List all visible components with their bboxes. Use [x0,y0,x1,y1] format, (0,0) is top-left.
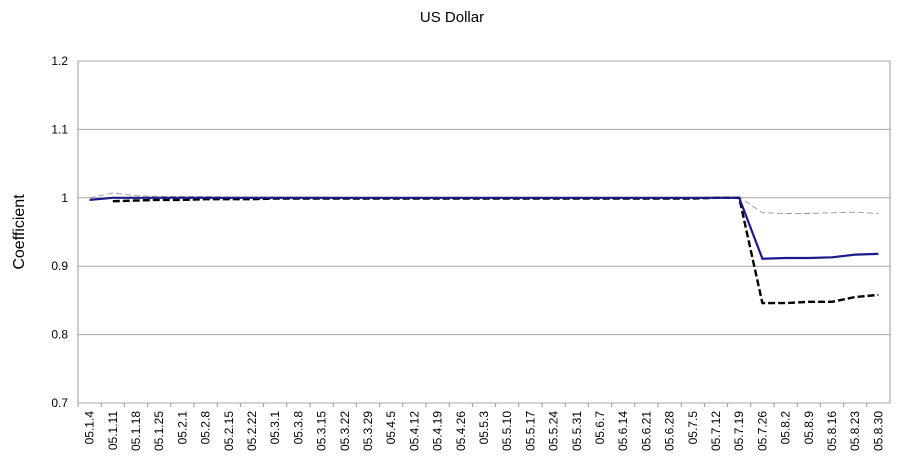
y-tick-label: 0.9 [51,259,68,273]
x-tick-label: 05.2.8 [199,411,213,445]
x-tick-label: 05.1.11 [106,411,120,450]
x-tick-label: 05.7.26 [755,411,769,451]
x-tick-label: 05.4.19 [431,411,445,451]
series-line [89,196,879,260]
y-tick-label: 0.8 [51,328,68,342]
x-tick-label: 05.7.19 [732,411,746,451]
chart-title: US Dollar [420,9,484,26]
x-tick-label: 05.3.29 [361,411,375,451]
x-tick-label: 05.5.31 [570,411,584,451]
x-tick-label: 05.8.16 [825,411,839,451]
x-tick-label: 05.3.15 [315,411,329,451]
x-tick-label: 05.6.14 [616,411,630,451]
x-tick-label: 05.7.12 [709,411,723,451]
x-tick-label: 05.2.22 [245,411,259,451]
y-axis-title: Coefficient [11,194,28,270]
x-tick-label: 05.1.18 [129,411,143,451]
y-tick-label: 1 [61,191,68,205]
x-tick-label: 05.8.23 [848,411,862,451]
plot-area [77,60,891,404]
x-tick-label: 05.1.25 [152,411,166,451]
x-tick-label: 05.1.4 [83,411,97,445]
x-tick-label: 05.5.3 [477,411,491,445]
x-tick-label: 05.5.24 [547,411,561,451]
series-line [89,192,879,214]
x-tick-label: 05.3.22 [338,411,352,451]
x-tick-label: 05.5.10 [500,411,514,451]
x-tick-label: 05.6.28 [663,411,677,451]
x-tick-label: 05.4.12 [407,411,421,451]
x-tick-label: 05.8.9 [802,411,816,445]
x-tick-label: 05.8.2 [779,411,793,445]
y-tick-label: 1.2 [51,54,68,68]
y-tick-label: 1.1 [51,122,68,136]
x-tick-label: 05.4.5 [384,411,398,445]
x-tick-label: 05.3.8 [291,411,305,445]
x-tick-label: 05.7.5 [686,411,700,445]
x-tick-label: 05.6.21 [639,411,653,451]
x-tick-label: 05.2.15 [222,411,236,451]
x-tick-label: 05.5.17 [523,411,537,451]
x-tick-label: 05.2.1 [175,411,189,445]
x-tick-label: 05.4.26 [454,411,468,451]
x-tick-label: 05.6.7 [593,411,607,445]
y-tick-label: 0.7 [51,396,68,410]
series-line [112,196,879,305]
x-tick-label: 05.3.1 [268,411,282,445]
x-tick-label: 05.8.30 [871,411,885,451]
